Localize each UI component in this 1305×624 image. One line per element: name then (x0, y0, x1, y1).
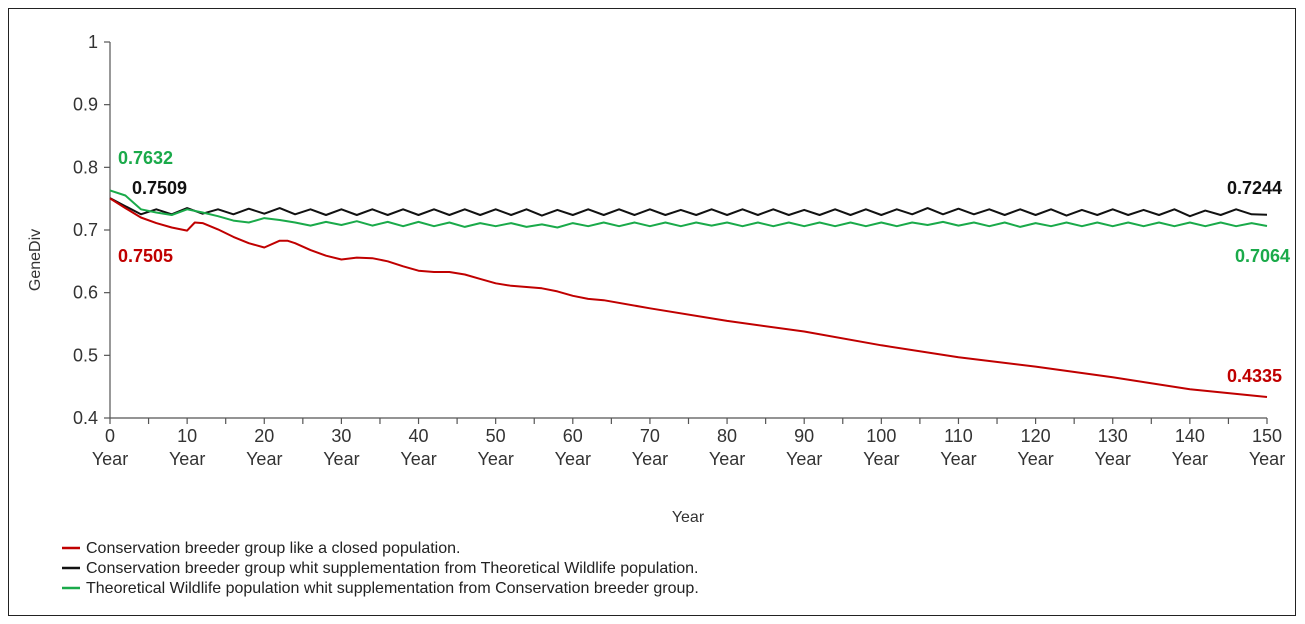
value-label: 0.7509 (132, 178, 187, 198)
y-tick-label: 0.8 (73, 157, 98, 177)
y-tick-label: 0.5 (73, 345, 98, 365)
x-tick-label-unit: Year (1249, 449, 1285, 469)
x-tick-label-number: 110 (944, 426, 973, 446)
series-line (109, 189, 1268, 229)
x-tick-label-unit: Year (323, 449, 359, 469)
series-line (109, 197, 1268, 398)
x-tick-label-unit: Year (1095, 449, 1131, 469)
legend: Conservation breeder group like a closed… (62, 540, 699, 597)
y-tick-label: 1 (88, 32, 98, 52)
y-tick-label: 0.9 (73, 95, 98, 115)
x-tick-label-number: 120 (1021, 426, 1051, 446)
x-tick-label-number: 0 (105, 426, 115, 446)
x-tick-label-number: 60 (563, 426, 583, 446)
y-tick-label: 0.7 (73, 220, 98, 240)
x-tick-label-unit: Year (92, 449, 128, 469)
chart-frame (8, 8, 1296, 616)
x-tick-label-number: 90 (794, 426, 814, 446)
value-label: 0.7244 (1227, 178, 1282, 198)
x-tick-label-unit: Year (246, 449, 282, 469)
x-tick-label-unit: Year (940, 449, 976, 469)
x-tick-label-unit: Year (709, 449, 745, 469)
value-label: 0.7505 (118, 246, 173, 266)
x-tick-label-unit: Year (863, 449, 899, 469)
x-tick-label-unit: Year (786, 449, 822, 469)
x-tick-label-number: 20 (254, 426, 274, 446)
x-tick-label-unit: Year (477, 449, 513, 469)
x-tick-label-number: 70 (640, 426, 660, 446)
legend-label: Conservation breeder group whit suppleme… (86, 560, 698, 577)
x-tick-label-number: 10 (177, 426, 197, 446)
x-tick-label-unit: Year (632, 449, 668, 469)
series-line (109, 197, 1268, 218)
x-tick-label-number: 30 (331, 426, 351, 446)
x-tick-label-number: 80 (717, 426, 737, 446)
y-tick-label: 0.6 (73, 283, 98, 303)
x-tick-label-number: 50 (486, 426, 506, 446)
x-tick-label-unit: Year (555, 449, 591, 469)
x-axis-title: Year (672, 509, 705, 526)
x-tick-label-number: 100 (866, 426, 896, 446)
legend-label: Theoretical Wildlife population whit sup… (86, 580, 699, 597)
series-lines (109, 189, 1268, 398)
value-annotations: 0.7632 0.7509 0.7505 0.7244 0.7064 0.4335 (118, 148, 1290, 386)
x-tick-label-unit: Year (400, 449, 436, 469)
x-tick-label-number: 40 (409, 426, 429, 446)
x-tick-label-unit: Year (169, 449, 205, 469)
legend-label: Conservation breeder group like a closed… (86, 540, 460, 557)
x-tick-label-number: 140 (1175, 426, 1205, 446)
x-tick-label-number: 130 (1098, 426, 1128, 446)
y-tick-label: 0.4 (73, 408, 98, 428)
x-tick-label-number: 150 (1252, 426, 1282, 446)
x-tick-label-unit: Year (1017, 449, 1053, 469)
value-label: 0.7064 (1235, 246, 1290, 266)
value-label: 0.4335 (1227, 366, 1282, 386)
value-label: 0.7632 (118, 148, 173, 168)
y-axis-title: GeneDiv (27, 229, 44, 291)
axes: 0.40.50.60.70.80.910Year10Year20Year30Ye… (73, 32, 1285, 469)
x-tick-label-unit: Year (1172, 449, 1208, 469)
